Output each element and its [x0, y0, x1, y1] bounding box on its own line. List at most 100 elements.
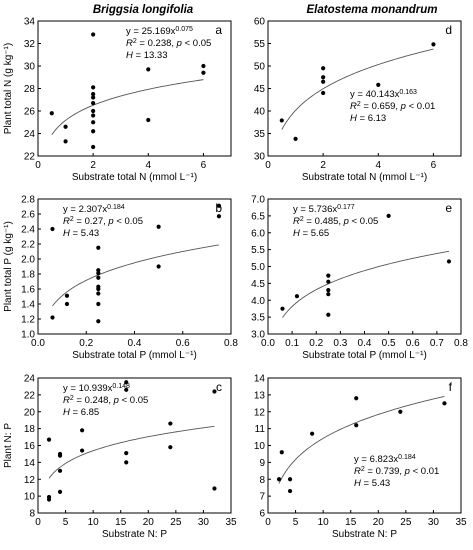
data-point — [57, 489, 63, 495]
y-tick-label: 26 — [24, 107, 36, 118]
data-point — [64, 301, 70, 307]
y-tick-label: 7 — [259, 492, 265, 503]
y-tick-label: 60 — [254, 17, 266, 28]
y-tick-label: 50 — [254, 62, 266, 73]
data-point — [326, 312, 331, 317]
x-tick-label: 6 — [201, 160, 207, 171]
data-point — [216, 214, 222, 219]
data-point — [326, 288, 331, 293]
data-point — [91, 113, 96, 118]
fit-r2: R2 = 0.27, p < 0.05 — [63, 216, 143, 228]
data-point — [276, 477, 282, 482]
data-point — [326, 273, 331, 278]
data-point — [124, 460, 129, 465]
fit-curve — [278, 395, 445, 484]
y-tick-label: 35 — [254, 129, 266, 140]
x-tick-label: 30 — [198, 517, 210, 528]
fit-equation: y = 6.823x0.184 — [354, 454, 416, 466]
y-tick-label: 4.5 — [251, 279, 265, 290]
data-point — [91, 108, 96, 114]
x-tick-label: 15 — [345, 517, 357, 528]
fit-curve — [282, 250, 450, 318]
panel-b: 0.0 0.2 0.4 0.6 0.8 1.0 1.2 1.4 1.6 1.8 2.0 2.2 2.4 2… — [3, 195, 238, 362]
y-tick-label: 30 — [254, 152, 266, 163]
y-tick-label: 12 — [254, 407, 266, 418]
data-point — [354, 396, 359, 401]
y-tick-label: 11 — [255, 424, 266, 435]
y-tick-label: 9 — [259, 458, 265, 469]
x-tick-label: 0 — [35, 160, 41, 171]
data-point — [326, 292, 331, 297]
data-point — [321, 79, 326, 84]
fit-equation: y = 10.939x0.148 — [63, 383, 130, 395]
data-point — [91, 101, 96, 106]
x-tick-label: 0.8 — [224, 338, 238, 349]
fit-equation: y = 5.736x0.177 — [293, 204, 355, 216]
panel-c: 0 5 10 15 20 25 30 35 8 10 12 14 16 18 20 22 24 Substrate… — [3, 374, 237, 541]
data-point — [212, 389, 217, 394]
y-tick-label: 14 — [24, 458, 36, 469]
x-tick-label: 10 — [318, 517, 330, 528]
data-point — [168, 421, 173, 426]
data-point — [398, 409, 403, 414]
y-axis-label: Plant total P (g kg⁻¹) — [3, 221, 14, 312]
data-point — [96, 301, 101, 307]
data-point — [96, 319, 101, 324]
x-tick-label: 0.1 — [285, 338, 299, 349]
data-point — [91, 92, 96, 97]
data-point — [293, 136, 298, 141]
fit-r2: R2 = 0.238, p < 0.05 — [126, 38, 211, 50]
data-point — [63, 139, 68, 144]
x-tick-label: 35 — [225, 517, 237, 528]
y-tick-label: 16 — [24, 441, 36, 452]
data-point — [124, 387, 129, 392]
fit-h: H = 6.13 — [350, 113, 386, 124]
data-point — [91, 32, 96, 37]
panel-f: 0 5 10 15 20 25 30 35 6 7 8 9 10 11 12 13 14 Substrate N:… — [254, 374, 467, 541]
data-point — [46, 437, 52, 442]
data-point — [146, 67, 151, 72]
fit-h: H = 13.33 — [126, 50, 167, 61]
data-point — [80, 448, 85, 453]
x-axis-label: Substrate total P (mmol L⁻¹) — [72, 350, 197, 361]
y-tick-label: 6 — [259, 509, 265, 520]
y-tick-label: 40 — [254, 107, 266, 118]
data-point — [216, 203, 222, 208]
x-tick-label: 0.7 — [430, 338, 444, 349]
panel-letter: c — [216, 380, 222, 394]
data-point — [287, 488, 293, 494]
x-tick-label: 0.4 — [128, 338, 142, 349]
x-axis-label: Substrate total N (mmol L⁻¹) — [302, 172, 427, 183]
y-tick-label: 24 — [24, 129, 36, 140]
data-point — [201, 63, 206, 69]
x-tick-label: 10 — [88, 517, 100, 528]
y-tick-label: 8 — [29, 509, 35, 520]
y-tick-label: 5.5 — [251, 245, 265, 256]
x-tick-label: 15 — [115, 517, 127, 528]
y-tick-label: 3.5 — [251, 313, 265, 324]
data-point — [50, 315, 55, 320]
fit-equation: y = 25.169x0.075 — [126, 26, 193, 38]
data-point — [46, 494, 52, 500]
x-tick-label: 0 — [265, 160, 271, 171]
x-tick-label: 20 — [143, 517, 155, 528]
y-tick-label: 30 — [24, 62, 36, 73]
y-tick-label: 3.0 — [251, 330, 265, 341]
y-tick-label: 6.0 — [251, 228, 265, 239]
data-point — [63, 124, 68, 129]
x-tick-label: 0.2 — [309, 338, 323, 349]
data-point — [321, 66, 326, 71]
data-point — [96, 271, 101, 276]
y-tick-label: 22 — [24, 390, 36, 401]
y-tick-label: 45 — [254, 84, 266, 95]
x-tick-label: 25 — [400, 517, 412, 528]
y-tick-label: 2.6 — [21, 210, 35, 221]
data-point — [326, 279, 331, 284]
data-point — [96, 275, 101, 280]
x-tick-label: 0.2 — [79, 338, 93, 349]
x-tick-label: 2 — [320, 160, 326, 171]
y-tick-label: 14 — [254, 374, 266, 385]
x-tick-label: 25 — [170, 517, 182, 528]
